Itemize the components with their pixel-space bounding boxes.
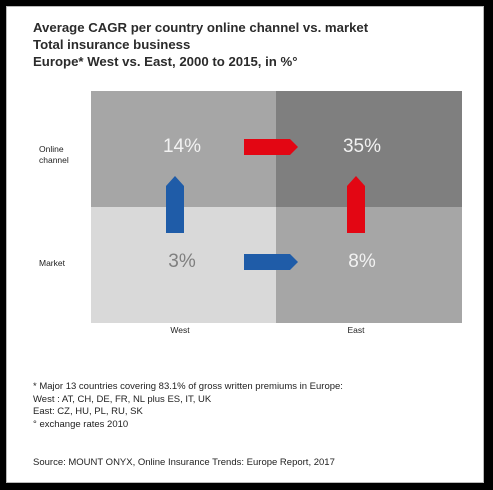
- title-line-3: Europe* West vs. East, 2000 to 2015, in …: [33, 54, 298, 69]
- arrow-right-red-shape: [244, 139, 298, 155]
- row-label-market: Market: [39, 258, 89, 269]
- arrow-right-blue-shape: [244, 254, 298, 270]
- arrow-up-red-shape: [347, 176, 365, 233]
- row-label-online-line-2: channel: [39, 155, 69, 165]
- arrow-right-online: [244, 139, 298, 155]
- value-market-east: 8%: [348, 251, 376, 272]
- value-online-east: 35%: [342, 136, 382, 157]
- arrow-right-market: [244, 254, 298, 270]
- arrow-up-blue-shape: [166, 176, 184, 233]
- column-label-east: East: [347, 325, 365, 335]
- chart-card: Average CAGR per country online channel …: [6, 6, 484, 483]
- row-label-online: Online channel: [39, 144, 89, 166]
- row-label-online-line-1: Online: [39, 144, 64, 154]
- column-label-west: West: [170, 325, 190, 335]
- cell-market-east: [276, 207, 462, 323]
- footnote-1: * Major 13 countries covering 83.1% of g…: [33, 381, 343, 392]
- chart-title: Average CAGR per country online channel …: [33, 19, 473, 70]
- cell-online-east: [276, 91, 462, 207]
- footnote-3: East: CZ, HU, PL, RU, SK: [33, 406, 143, 417]
- arrow-up-east: [347, 176, 365, 233]
- value-online-west: 14%: [162, 136, 202, 157]
- footnote-4: ° exchange rates 2010: [33, 418, 129, 430]
- value-market-west: 3%: [168, 251, 196, 272]
- row-label-market-line-1: Market: [39, 258, 65, 268]
- footnotes: * Major 13 countries covering 83.1% of g…: [33, 381, 343, 431]
- arrow-up-west: [166, 176, 184, 233]
- source-note: Source: MOUNT ONYX, Online Insurance Tre…: [33, 457, 335, 468]
- footnote-2: West : AT, CH, DE, FR, NL plus ES, IT, U…: [33, 393, 212, 405]
- title-line-1: Average CAGR per country online channel …: [33, 20, 369, 35]
- title-line-2: Total insurance business: [33, 37, 191, 52]
